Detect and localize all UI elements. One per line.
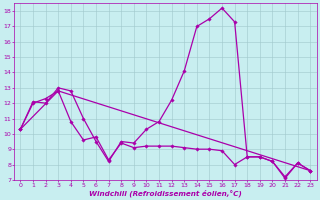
X-axis label: Windchill (Refroidissement éolien,°C): Windchill (Refroidissement éolien,°C) — [89, 189, 242, 197]
